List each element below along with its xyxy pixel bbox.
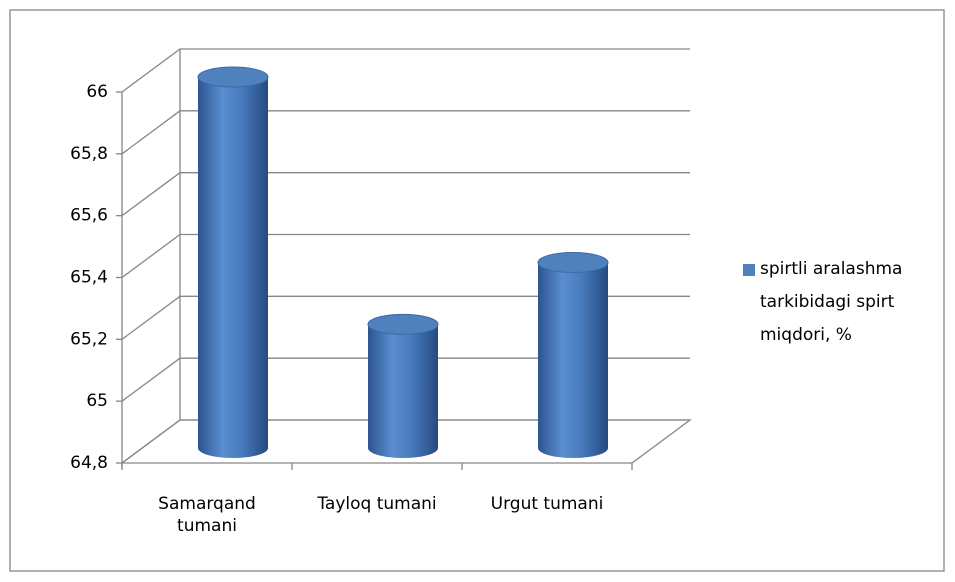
bar-body bbox=[368, 324, 438, 458]
grid-line bbox=[121, 110, 690, 155]
grid-line bbox=[121, 357, 690, 402]
x-tick-label: Tayloq tumani bbox=[317, 494, 437, 514]
legend-swatch bbox=[743, 264, 755, 276]
bar-body bbox=[538, 262, 608, 458]
grid-line bbox=[121, 419, 690, 464]
x-tick-label-box: Samarqand tumani bbox=[158, 494, 256, 536]
y-tick-label: 65 bbox=[86, 391, 108, 411]
y-tick-label: 65,2 bbox=[70, 329, 108, 349]
x-tick-label-box: Tayloq tumani bbox=[317, 494, 437, 514]
y-tick-label: 64,8 bbox=[70, 453, 108, 473]
y-tick-label: 65,8 bbox=[70, 144, 108, 164]
y-tick-label: 65,6 bbox=[70, 206, 108, 226]
grid-line bbox=[121, 295, 690, 340]
bar-top bbox=[537, 252, 609, 273]
y-tick-label: 66 bbox=[86, 82, 108, 102]
x-tick-label-box: Urgut tumani bbox=[490, 494, 604, 514]
y-tick-label: 65,4 bbox=[70, 268, 108, 288]
x-tick-label: Samarqand tumani bbox=[158, 494, 256, 536]
grid-line bbox=[121, 48, 690, 93]
bar bbox=[367, 313, 439, 458]
bar bbox=[197, 66, 269, 458]
chart-border bbox=[9, 9, 945, 572]
bar-top bbox=[367, 313, 439, 335]
legend-label-box: spirtli aralashma tarkibidagi spirt miqd… bbox=[760, 259, 903, 345]
bar-body bbox=[198, 77, 268, 458]
x-tick-label: Urgut tumani bbox=[490, 494, 604, 514]
grid-line bbox=[121, 172, 690, 217]
grid-line bbox=[121, 233, 690, 279]
bar bbox=[537, 252, 609, 458]
legend-label: spirtli aralashma tarkibidagi spirt miqd… bbox=[760, 259, 903, 345]
bar-top bbox=[197, 66, 269, 88]
